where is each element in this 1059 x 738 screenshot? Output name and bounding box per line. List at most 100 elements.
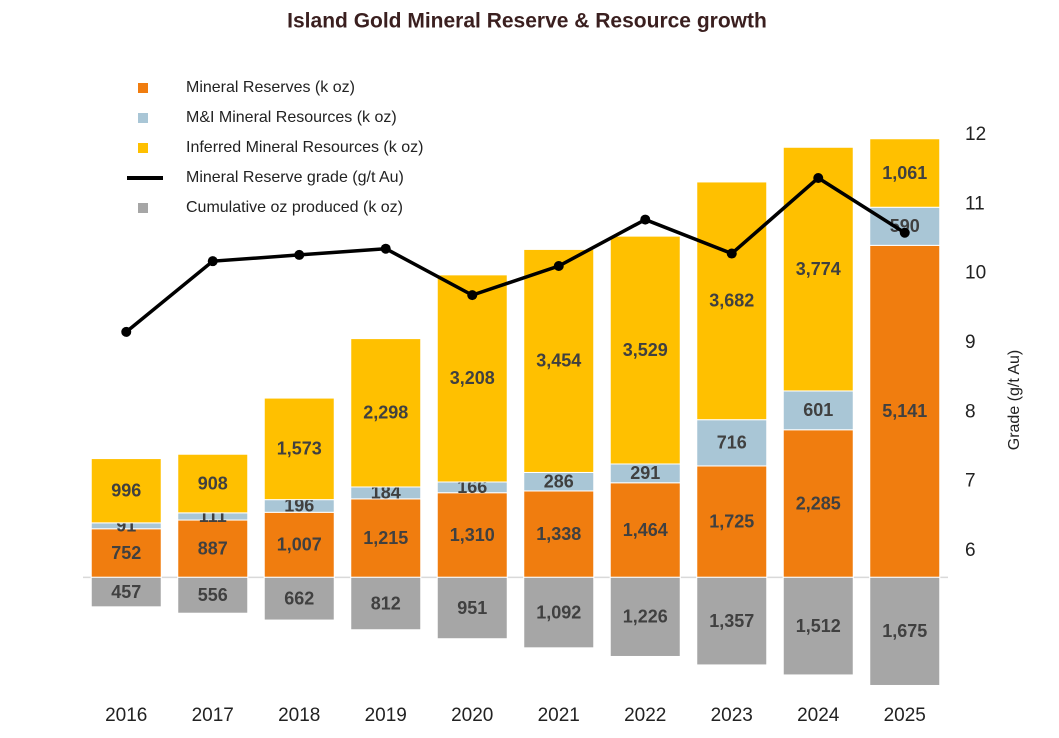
bar-segment: [436, 576, 508, 640]
value-label: 2,298: [363, 403, 408, 423]
y2-tick-label: 10: [965, 263, 986, 284]
grade-point: [294, 249, 305, 260]
legend-label: M&I Mineral Resources (k oz): [186, 109, 397, 126]
legend-swatch: [138, 203, 148, 213]
x-tick-label: 2024: [797, 705, 840, 726]
value-label: 590: [890, 216, 920, 236]
value-label: 3,529: [623, 340, 668, 360]
value-label: 716: [717, 433, 747, 453]
grade-point: [553, 261, 564, 272]
y2-axis-label: Grade (g/t Au): [1006, 350, 1023, 451]
x-tick-label: 2023: [711, 705, 753, 726]
value-label: 1,007: [277, 535, 322, 555]
x-tick-label: 2022: [624, 705, 666, 726]
bar-segment: [350, 576, 422, 631]
value-label: 184: [371, 483, 401, 503]
grade-point: [726, 248, 737, 259]
value-label: 1,512: [796, 616, 841, 636]
value-label: 908: [198, 473, 228, 493]
value-label: 1,357: [709, 611, 754, 631]
y2-tick-label: 12: [965, 124, 986, 145]
bar-segment: [350, 498, 422, 578]
legend-swatch: [138, 83, 148, 93]
grade-point: [640, 214, 651, 225]
bar-segment: [696, 419, 768, 467]
legend-label: Mineral Reserve grade (g/t Au): [186, 169, 404, 186]
value-label: 1,061: [882, 163, 927, 183]
bar-segment: [696, 465, 768, 578]
value-label: 5,141: [882, 401, 927, 421]
grade-point: [467, 290, 478, 301]
value-label: 1,338: [536, 524, 581, 544]
value-label: 1,226: [623, 607, 668, 627]
value-label: 1,675: [882, 621, 927, 641]
value-label: 1,310: [450, 525, 495, 545]
grade-point: [121, 326, 132, 337]
chart-title: Island Gold Mineral Reserve & Resource g…: [287, 10, 767, 33]
bar-segment: [696, 181, 768, 421]
bar-segment: [869, 206, 941, 246]
bar-segment: [609, 576, 681, 657]
bar-segment: [869, 138, 941, 208]
bar-segment: [177, 453, 249, 514]
bar-segment: [523, 576, 595, 649]
y2-tick-label: 6: [965, 540, 976, 561]
value-label: 457: [111, 582, 141, 602]
value-label: 1,725: [709, 511, 754, 531]
bar-segment: [869, 244, 941, 578]
bar-segment: [523, 248, 595, 473]
value-label: 3,208: [450, 368, 495, 388]
x-tick-label: 2025: [884, 705, 926, 726]
value-label: 1,573: [277, 439, 322, 459]
value-label: 752: [111, 543, 141, 563]
legend-swatch: [138, 143, 148, 153]
x-tick-label: 2021: [538, 705, 580, 726]
bar-segment: [436, 274, 508, 483]
legend-label: Mineral Reserves (k oz): [186, 79, 355, 96]
grade-point: [380, 243, 391, 254]
bar-segment: [177, 576, 249, 614]
bar-segment: [782, 146, 854, 392]
grade-line: [125, 175, 906, 334]
bar-segment: [782, 429, 854, 578]
bar-segment: [436, 492, 508, 578]
legend-label: Inferred Mineral Resources (k oz): [186, 139, 423, 156]
x-tick-label: 2017: [192, 705, 234, 726]
value-label: 3,454: [536, 351, 581, 371]
bar-segment: [782, 576, 854, 676]
bar-segment: [782, 390, 854, 431]
x-tick-label: 2020: [451, 705, 493, 726]
value-label: 1,464: [623, 520, 668, 540]
value-label: 286: [544, 471, 574, 491]
legend-swatch: [138, 113, 148, 123]
bar-segment: [90, 576, 162, 608]
value-label: 1,092: [536, 602, 581, 622]
bar-segment: [609, 235, 681, 465]
value-label: 2,285: [796, 493, 841, 513]
grade-point: [813, 172, 824, 183]
x-tick-label: 2018: [278, 705, 320, 726]
value-label: 291: [630, 463, 660, 483]
bar-segment: [263, 397, 335, 501]
value-label: 1,215: [363, 528, 408, 548]
value-label: 996: [111, 480, 141, 500]
bar-segment: [869, 576, 941, 686]
grade-point: [207, 256, 218, 267]
x-tick-label: 2016: [105, 705, 147, 726]
value-label: 812: [371, 593, 401, 613]
value-label: 556: [198, 585, 228, 605]
bar-segment: [350, 338, 422, 488]
y2-tick-label: 7: [965, 471, 976, 492]
value-label: 662: [284, 588, 314, 608]
bar-segment: [523, 490, 595, 578]
grade-point: [899, 227, 910, 238]
value-label: 951: [457, 598, 487, 618]
x-tick-label: 2019: [365, 705, 407, 726]
value-label: 3,682: [709, 291, 754, 311]
value-label: 3,774: [796, 259, 841, 279]
y2-tick-label: 11: [965, 193, 985, 214]
bar-segment: [696, 576, 768, 666]
bar-segment: [609, 482, 681, 578]
y2-tick-label: 9: [965, 332, 976, 353]
